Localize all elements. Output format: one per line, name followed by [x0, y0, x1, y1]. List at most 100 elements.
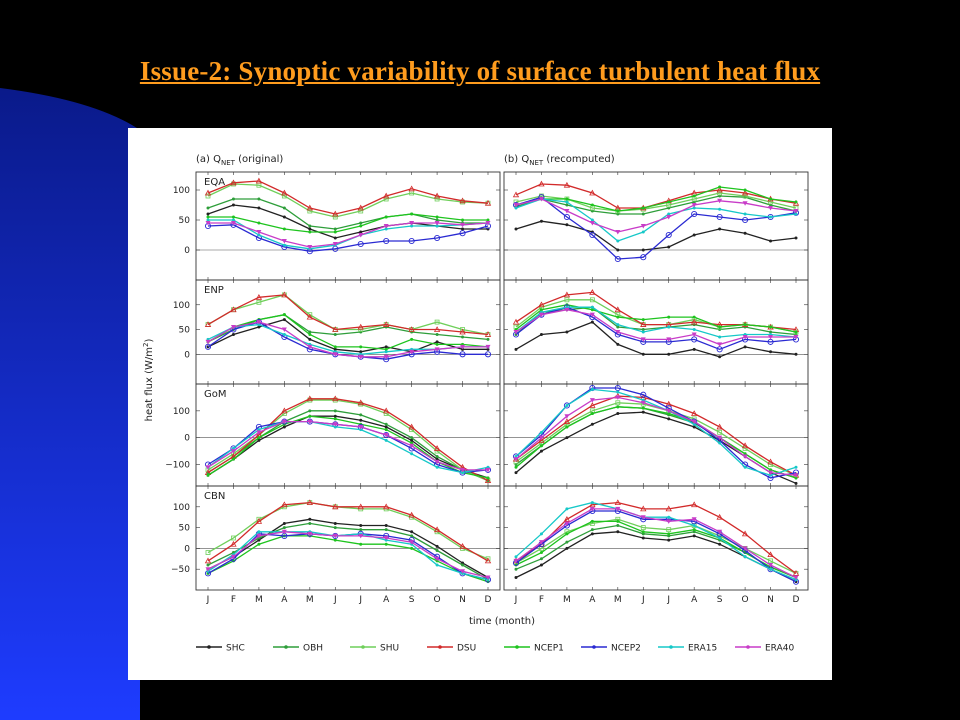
data-point — [539, 557, 543, 561]
data-point — [359, 224, 363, 228]
y-tick-label: 100 — [173, 301, 190, 311]
data-point — [616, 390, 620, 394]
data-point — [539, 551, 543, 555]
data-point — [641, 248, 645, 252]
data-point — [359, 418, 363, 422]
series-line-era40 — [515, 309, 796, 346]
data-point — [514, 347, 518, 351]
data-point — [230, 221, 236, 226]
y-tick-label: 100 — [173, 503, 190, 513]
data-point — [563, 402, 570, 409]
data-point — [539, 332, 543, 336]
data-point — [716, 186, 723, 193]
data-point — [717, 529, 723, 535]
region-label: ENP — [204, 285, 224, 296]
series-line-era15 — [207, 531, 489, 581]
data-point — [257, 221, 261, 225]
data-point — [257, 436, 261, 440]
data-point — [308, 332, 312, 336]
data-point — [205, 221, 211, 226]
data-point — [409, 221, 415, 226]
data-point — [485, 575, 491, 581]
legend-marker — [592, 645, 596, 649]
data-point — [460, 467, 466, 473]
data-point — [486, 218, 490, 222]
data-point — [257, 206, 261, 210]
data-point — [718, 355, 722, 359]
data-point — [307, 531, 313, 537]
data-point — [616, 239, 620, 243]
data-point — [692, 530, 696, 534]
data-point — [616, 248, 620, 252]
data-point — [589, 289, 596, 295]
data-point — [383, 433, 389, 438]
data-point — [616, 325, 620, 329]
data-point — [615, 400, 621, 406]
data-point — [691, 318, 698, 325]
data-point — [231, 215, 235, 219]
data-point — [716, 213, 723, 221]
data-point — [616, 412, 620, 416]
series-line-dsu — [515, 501, 797, 574]
data-point — [205, 339, 211, 345]
data-point — [256, 533, 262, 539]
x-tick-label: A — [589, 595, 596, 605]
x-tick-label: N — [767, 595, 774, 605]
data-point — [640, 321, 647, 327]
legend-label: ERA40 — [765, 644, 794, 654]
data-point — [692, 194, 696, 198]
x-tick-label: A — [281, 595, 288, 605]
data-point — [408, 237, 415, 245]
data-point — [282, 332, 286, 336]
data-point — [717, 429, 723, 435]
data-point — [691, 203, 697, 208]
data-point — [538, 180, 545, 187]
data-point — [794, 465, 798, 469]
series-line-ncep2 — [515, 196, 797, 260]
data-point — [589, 506, 595, 512]
data-point — [358, 424, 364, 430]
data-point — [794, 236, 798, 240]
data-point — [539, 308, 543, 312]
data-point — [539, 532, 543, 536]
legend-marker — [746, 645, 750, 649]
data-point — [565, 532, 569, 536]
y-tick-label: 50 — [179, 326, 191, 336]
x-tick-label: J — [206, 595, 210, 605]
data-point — [513, 330, 519, 335]
data-point — [384, 215, 388, 219]
data-point — [769, 350, 773, 354]
data-point — [538, 437, 545, 443]
data-point — [563, 291, 571, 298]
data-point — [692, 206, 696, 210]
data-point — [563, 515, 571, 522]
data-point — [257, 197, 261, 201]
data-point — [641, 328, 645, 332]
series-line-ncep1 — [515, 186, 797, 212]
data-point — [282, 526, 286, 530]
data-point — [359, 528, 363, 532]
data-point — [692, 425, 696, 429]
data-point — [308, 409, 312, 413]
data-point — [666, 527, 672, 533]
data-point — [333, 409, 337, 413]
data-point — [665, 505, 672, 512]
data-point — [410, 530, 414, 534]
data-point — [359, 524, 363, 528]
data-point — [333, 414, 337, 418]
legend-marker — [515, 645, 519, 649]
series-line-ncep2 — [207, 224, 489, 252]
data-point — [718, 227, 722, 231]
data-point — [691, 419, 697, 425]
series-line-era15 — [515, 388, 797, 476]
x-tick-label: S — [717, 595, 723, 605]
data-point — [769, 325, 773, 329]
x-tick-label: A — [691, 595, 698, 605]
data-point — [718, 335, 722, 339]
data-point — [565, 436, 569, 440]
data-point — [692, 524, 696, 528]
series-line-ncep1 — [515, 406, 797, 479]
data-point — [333, 417, 337, 421]
data-point — [308, 337, 312, 341]
data-point — [589, 312, 595, 318]
